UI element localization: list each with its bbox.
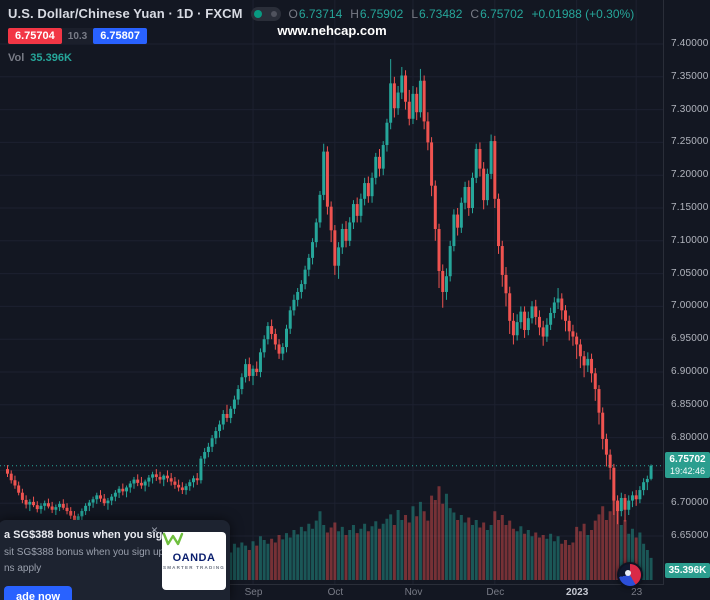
promo-headline: a SG$388 bonus when you sign up.	[4, 529, 189, 541]
price-axis-label: 6.95000	[671, 333, 709, 345]
price-axis-label: 6.65000	[671, 530, 709, 541]
price-scale[interactable]: 6.75702 19:42:46 35.396K 7.40000 7.35000 7…	[663, 0, 710, 584]
price-axis-label: 6.85000	[671, 398, 709, 410]
oanda-tagline: SMARTER TRADING	[163, 565, 225, 570]
oanda-logo-card[interactable]: OANDA SMARTER TRADING	[162, 532, 226, 590]
time-axis-label: Dec	[486, 587, 505, 598]
price-axis-label: 6.80000	[671, 431, 709, 443]
oanda-brand-name: OANDA	[172, 552, 216, 564]
time-axis-label: 2023	[566, 587, 589, 598]
high-label: H	[350, 6, 359, 21]
low-label: L	[411, 6, 418, 21]
volume-label: Vol	[8, 52, 25, 64]
promo-terms: ns apply	[4, 563, 42, 574]
promo-subline: sit SG$388 bonus when you sign up.	[4, 547, 167, 558]
price-axis-label: 7.35000	[671, 70, 709, 82]
volume-value: 35.396K	[30, 52, 72, 64]
buy-price-button[interactable]: 6.75807	[93, 28, 147, 44]
time-axis-label: Nov	[404, 587, 423, 598]
close-label: C	[470, 6, 480, 21]
price-axis-label: 7.15000	[671, 202, 709, 213]
candles-layer	[6, 59, 653, 526]
chart-legend: U.S. Dollar/Chinese Yuan · 1D · FXCM O 6.…	[8, 6, 634, 64]
spread-value: 10.3	[61, 28, 94, 44]
current-price-value: 6.75702	[669, 453, 706, 465]
bar-countdown: 19:42:46	[669, 465, 706, 476]
price-axis-label: 7.25000	[671, 136, 709, 148]
sell-price-button[interactable]: 6.75704	[8, 28, 62, 44]
close-value: 6.75702	[480, 6, 524, 21]
visibility-toggle[interactable]	[250, 6, 281, 21]
promo-popup[interactable]: a SG$388 bonus when you sign up. sit SG$…	[0, 520, 230, 600]
time-axis-label: Sep	[244, 587, 263, 598]
watermark-text: www.nehcap.com	[277, 23, 387, 38]
change-value: +0.01988 (+0.30%)	[531, 6, 635, 21]
volume-readout: Vol 35.396K	[8, 52, 634, 64]
broker-badge-center	[625, 570, 631, 576]
current-price-badge: 6.75702 19:42:46	[665, 451, 710, 478]
price-axis-label: 7.20000	[671, 169, 709, 181]
price-axis-label: 7.05000	[671, 267, 709, 279]
open-label: O	[288, 6, 298, 21]
toggle-off-dot-icon	[270, 10, 277, 17]
time-axis-label: Oct	[327, 587, 344, 598]
price-axis-label: 7.00000	[671, 300, 709, 312]
grid-layer	[0, 0, 664, 584]
close-icon[interactable]: ×	[150, 523, 158, 537]
symbol-title[interactable]: U.S. Dollar/Chinese Yuan · 1D · FXCM	[8, 6, 243, 21]
current-volume-badge: 35.396K	[665, 563, 710, 578]
promo-cta-button[interactable]: ade now	[4, 586, 73, 600]
ohlc-readout: O 6.73714 H 6.75902 L 6.73482 C 6.75702 +0.0…	[289, 7, 635, 21]
oanda-mark-icon	[162, 532, 184, 546]
price-axis-label: 7.40000	[671, 38, 709, 49]
price-axis-label: 7.10000	[671, 234, 709, 246]
low-value: 6.73482	[419, 6, 463, 21]
toggle-on-dot-icon	[253, 9, 262, 18]
broker-badge-icon[interactable]	[617, 562, 643, 588]
open-value: 6.73714	[298, 6, 343, 21]
price-axis-label: 7.30000	[671, 103, 709, 115]
price-axis-label: 6.90000	[671, 366, 709, 377]
high-value: 6.75902	[359, 6, 404, 21]
time-axis-label: 23	[631, 587, 643, 598]
price-chart-canvas[interactable]	[0, 0, 664, 584]
price-axis-label: 6.70000	[671, 497, 709, 509]
